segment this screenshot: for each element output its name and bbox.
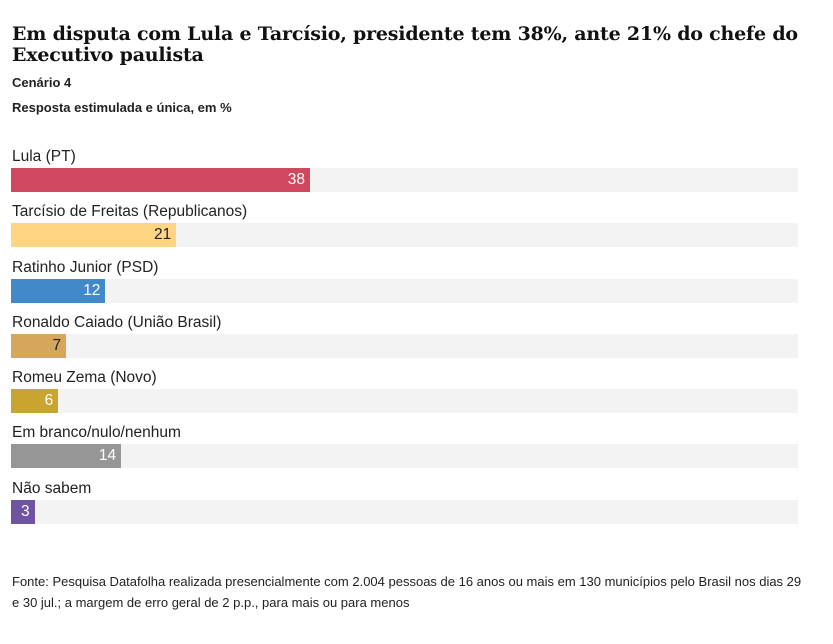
bar: 38 (11, 168, 311, 192)
chart-note: Resposta estimulada e única, em % (12, 100, 232, 115)
bar-track: 12 (11, 278, 798, 303)
bar-track: 3 (11, 499, 798, 524)
bar: 12 (11, 278, 106, 303)
bar-row: Tarcísio de Freitas (Republicanos) 21 (11, 201, 798, 256)
bar: 7 (11, 333, 67, 358)
value-label: 14 (98, 447, 117, 465)
category-label: Em branco/nulo/nenhum (12, 424, 181, 442)
bar: 14 (11, 444, 122, 469)
bar-track: 14 (11, 444, 798, 469)
bar-row: Não sabem 3 (11, 478, 798, 533)
value-label: 12 (83, 281, 101, 299)
bar-row: Lula (PT) 38 (11, 146, 798, 201)
category-label: Ratinho Junior (PSD) (12, 258, 159, 276)
bar-track: 38 (11, 168, 798, 192)
value-label: 21 (154, 226, 172, 244)
source-note: Fonte: Pesquisa Datafolha realizada pres… (12, 574, 802, 610)
bar-row: Ronaldo Caiado (União Brasil) 7 (11, 312, 798, 367)
bar: 21 (11, 223, 177, 248)
category-label: Ronaldo Caiado (União Brasil) (12, 313, 222, 331)
category-label: Romeu Zema (Novo) (12, 369, 157, 387)
category-label: Não sabem (12, 479, 92, 497)
bar: 3 (11, 499, 35, 524)
bar-row: Romeu Zema (Novo) 6 (11, 367, 798, 422)
bar-row: Em branco/nulo/nenhum 14 (11, 422, 798, 477)
chart-title: Em disputa com Lula e Tarcísio, presiden… (12, 23, 798, 66)
value-label: 3 (20, 502, 30, 520)
bar-track: 7 (11, 333, 798, 358)
category-label: Lula (PT) (12, 148, 76, 165)
value-label: 6 (44, 392, 54, 410)
chart-subtitle: Cenário 4 (12, 75, 72, 90)
bar-chart: Lula (PT) 38 Tarcísio de Freitas (Republic… (11, 146, 798, 533)
value-label: 38 (287, 171, 306, 188)
bar-track: 21 (11, 223, 798, 248)
bar: 6 (11, 389, 59, 414)
bar-track: 6 (11, 389, 798, 414)
value-label: 7 (52, 336, 62, 354)
category-label: Tarcísio de Freitas (Republicanos) (12, 203, 248, 221)
bar-row: Ratinho Junior (PSD) 12 (11, 257, 798, 312)
